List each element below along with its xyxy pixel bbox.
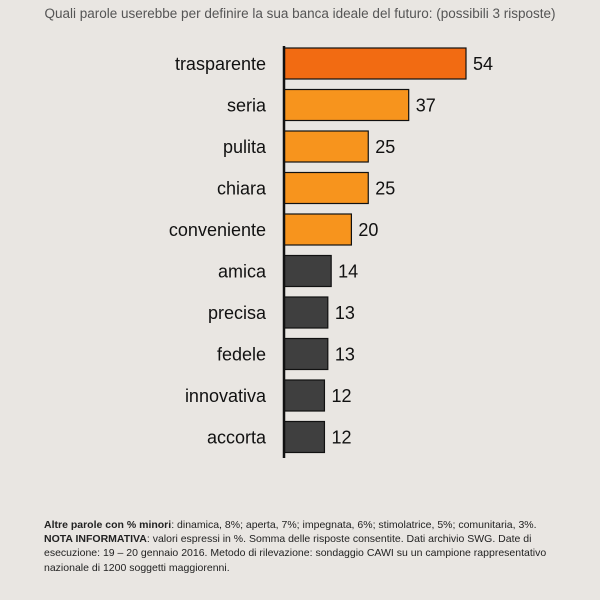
bars-group: trasparente 54 seria 37 pulita 25 chiara 25 conv… bbox=[169, 47, 493, 454]
value-label-amica: 14 bbox=[338, 262, 358, 282]
category-label-accorta: accorta bbox=[207, 428, 267, 448]
bar-chart: trasparente 54 seria 37 pulita 25 chiara 25 conv… bbox=[169, 46, 493, 458]
value-label-fedele: 13 bbox=[335, 345, 355, 365]
value-label-innovativa: 12 bbox=[331, 386, 351, 406]
info-note-text: : valori espressi in %. Somma delle risp… bbox=[44, 533, 547, 574]
value-label-accorta: 12 bbox=[331, 428, 351, 448]
category-label-amica: amica bbox=[218, 262, 267, 282]
bar-chiara bbox=[283, 171, 369, 205]
category-label-conveniente: conveniente bbox=[169, 220, 266, 240]
category-label-pulita: pulita bbox=[223, 137, 267, 157]
category-label-trasparente: trasparente bbox=[175, 54, 266, 74]
value-label-chiara: 25 bbox=[375, 179, 395, 199]
bar-innovativa bbox=[283, 379, 326, 412]
value-label-conveniente: 20 bbox=[358, 220, 378, 240]
info-note: NOTA INFORMATIVA: valori espressi in %. … bbox=[44, 532, 576, 575]
category-label-chiara: chiara bbox=[217, 179, 267, 199]
bar-amica bbox=[283, 254, 332, 288]
bar-seria bbox=[283, 88, 410, 122]
other-words-text: : dinamica, 8%; aperta, 7%; impegnata, 6… bbox=[171, 519, 537, 531]
category-label-seria: seria bbox=[227, 96, 267, 116]
bar-pulita bbox=[283, 130, 369, 163]
bar-fedele bbox=[283, 337, 329, 371]
footnotes: Altre parole con % minori: dinamica, 8%;… bbox=[44, 518, 576, 575]
value-label-seria: 37 bbox=[416, 96, 436, 116]
bar-conveniente bbox=[283, 213, 353, 246]
category-label-innovativa: innovativa bbox=[185, 386, 267, 406]
chart-title: Quali parole userebbe per definire la su… bbox=[44, 6, 556, 21]
value-label-pulita: 25 bbox=[375, 137, 395, 157]
value-label-trasparente: 54 bbox=[473, 54, 493, 74]
category-label-fedele: fedele bbox=[217, 345, 266, 365]
other-words-note: Altre parole con % minori: dinamica, 8%;… bbox=[44, 518, 576, 532]
category-label-precisa: precisa bbox=[208, 303, 267, 323]
bar-precisa bbox=[283, 296, 329, 329]
other-words-label: Altre parole con % minori bbox=[44, 519, 172, 531]
value-label-precisa: 13 bbox=[335, 303, 355, 323]
info-note-label: NOTA INFORMATIVA bbox=[44, 533, 147, 546]
bar-accorta bbox=[283, 420, 326, 454]
bar-trasparente bbox=[283, 47, 467, 80]
